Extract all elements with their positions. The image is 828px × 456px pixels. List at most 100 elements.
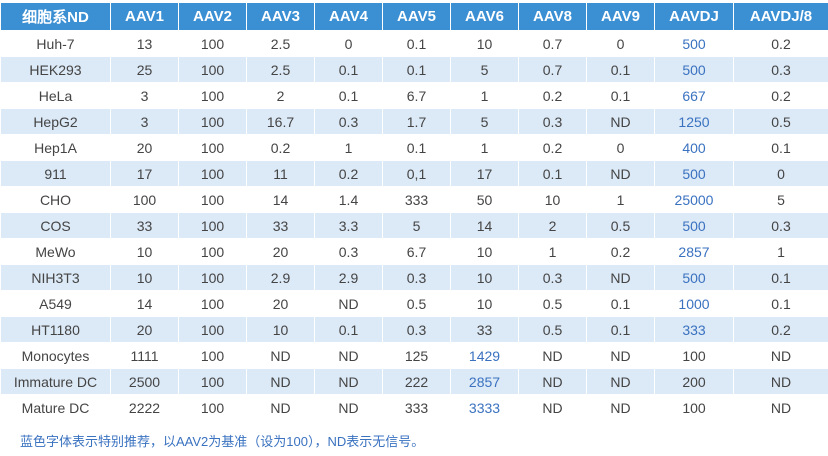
cell: 10 xyxy=(451,265,519,291)
cell: 0.3 xyxy=(734,57,828,83)
cell: 20 xyxy=(247,291,315,317)
cell: 500 xyxy=(655,57,734,83)
cell: 0.2 xyxy=(315,161,383,187)
header-cell: AAVDJ xyxy=(655,3,734,31)
cell: 0.1 xyxy=(383,135,451,161)
cell: 2.5 xyxy=(247,31,315,57)
cell: 1429 xyxy=(451,343,519,369)
cell: 0.1 xyxy=(315,83,383,109)
cell: 0.1 xyxy=(383,57,451,83)
header-cell: AAV2 xyxy=(179,3,247,31)
cell: 100 xyxy=(179,239,247,265)
cell: ND xyxy=(587,343,655,369)
row-label: NIH3T3 xyxy=(1,265,111,291)
header-cell: AAV3 xyxy=(247,3,315,31)
row-label: CHO xyxy=(1,187,111,213)
cell: 0.2 xyxy=(734,83,828,109)
row-label: Mature DC xyxy=(1,395,111,421)
cell: 333 xyxy=(383,395,451,421)
cell: 100 xyxy=(179,31,247,57)
cell: 10 xyxy=(519,187,587,213)
cell: 500 xyxy=(655,161,734,187)
cell: 0.3 xyxy=(519,109,587,135)
cell: 500 xyxy=(655,31,734,57)
cell: 500 xyxy=(655,213,734,239)
cell: 100 xyxy=(179,291,247,317)
cell: 0.3 xyxy=(734,213,828,239)
cell: 1 xyxy=(587,187,655,213)
cell: ND xyxy=(315,343,383,369)
cell: ND xyxy=(587,265,655,291)
cell: 5 xyxy=(451,57,519,83)
cell: 0.5 xyxy=(734,109,828,135)
cell: 0.1 xyxy=(734,291,828,317)
cell: 200 xyxy=(655,369,734,395)
cell: 5 xyxy=(451,109,519,135)
cell: ND xyxy=(519,369,587,395)
cell: ND xyxy=(519,343,587,369)
cell: 125 xyxy=(383,343,451,369)
cell: 0.2 xyxy=(734,31,828,57)
row-label: HT1180 xyxy=(1,317,111,343)
cell: ND xyxy=(315,369,383,395)
cell: 0.1 xyxy=(519,161,587,187)
cell: 2.5 xyxy=(247,57,315,83)
cell: 0 xyxy=(734,161,828,187)
cell: 14 xyxy=(111,291,179,317)
cell: 100 xyxy=(179,83,247,109)
header-cell: AAV6 xyxy=(451,3,519,31)
cell: 0.3 xyxy=(315,109,383,135)
row-label: 911 xyxy=(1,161,111,187)
cell: 0.2 xyxy=(734,317,828,343)
row-label: A549 xyxy=(1,291,111,317)
cell: 33 xyxy=(111,213,179,239)
cell: 100 xyxy=(179,343,247,369)
cell: 33 xyxy=(247,213,315,239)
header-cell: AAV4 xyxy=(315,3,383,31)
cell: 10 xyxy=(451,239,519,265)
cell: 667 xyxy=(655,83,734,109)
cell: ND xyxy=(587,369,655,395)
cell: 0.1 xyxy=(734,265,828,291)
cell: ND xyxy=(734,343,828,369)
cell: 10 xyxy=(451,31,519,57)
cell: ND xyxy=(247,369,315,395)
cell: 25 xyxy=(111,57,179,83)
cell: 1 xyxy=(734,239,828,265)
cell: 0.3 xyxy=(315,239,383,265)
cell: 20 xyxy=(111,317,179,343)
cell: 3333 xyxy=(451,395,519,421)
cell: 50 xyxy=(451,187,519,213)
cell: 1.4 xyxy=(315,187,383,213)
cell: 16.7 xyxy=(247,109,315,135)
cell: 1250 xyxy=(655,109,734,135)
cell: 100 xyxy=(111,187,179,213)
header-cell: AAVDJ/8 xyxy=(734,3,828,31)
cell: 5 xyxy=(383,213,451,239)
cell: ND xyxy=(734,395,828,421)
header-cell: AAV1 xyxy=(111,3,179,31)
cell: 0.3 xyxy=(383,317,451,343)
cell: 0.3 xyxy=(383,265,451,291)
cell: 10 xyxy=(111,265,179,291)
cell: 2500 xyxy=(111,369,179,395)
cell: 0 xyxy=(587,31,655,57)
cell: 0 xyxy=(315,31,383,57)
cell: 0.5 xyxy=(519,291,587,317)
cell: 0.1 xyxy=(734,135,828,161)
cell: 0.3 xyxy=(519,265,587,291)
cell: 5 xyxy=(734,187,828,213)
